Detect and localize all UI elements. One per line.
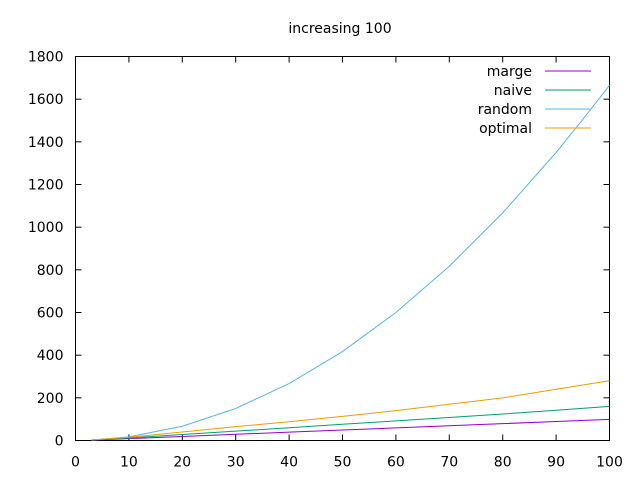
y-tick-label: 0 [55,434,64,450]
x-tick-label: 20 [173,455,191,471]
x-tick-label: 0 [71,455,80,471]
x-tick-label: 50 [334,455,352,471]
legend-label-marge: marge [487,64,532,80]
y-tick-label: 400 [37,348,64,364]
y-tick-label: 800 [37,263,64,279]
series-line-random [91,84,610,441]
y-tick-label: 1600 [28,92,64,108]
series-line-marge [91,418,610,441]
x-tick-label: 80 [494,455,512,471]
series-lines [91,84,610,441]
series-line-naive [91,405,610,441]
y-tick-label: 1200 [28,178,64,194]
legend-label-naive: naive [494,83,532,99]
x-tick-label: 90 [547,455,565,471]
x-tick-label: 40 [280,455,298,471]
y-tick-label: 1800 [28,50,64,66]
y-tick-label: 1400 [28,135,64,151]
y-tick-label: 200 [37,391,64,407]
x-tick-label: 70 [440,455,458,471]
x-tick-label: 10 [120,455,138,471]
legend-label-optimal: optimal [479,121,532,137]
series-line-optimal [91,380,610,441]
x-tick-label: 100 [596,455,623,471]
y-tick-label: 1000 [28,220,64,236]
y-tick-label: 600 [37,306,64,322]
x-tick-label: 60 [387,455,405,471]
legend-label-random: random [478,102,532,118]
x-tick-label: 30 [227,455,245,471]
chart-title: increasing 100 [288,21,391,37]
legend: marge naive random optimal [478,64,591,137]
axis-ticks: 0 10 20 30 40 50 60 70 80 90 100020040060080010001… [28,50,623,471]
